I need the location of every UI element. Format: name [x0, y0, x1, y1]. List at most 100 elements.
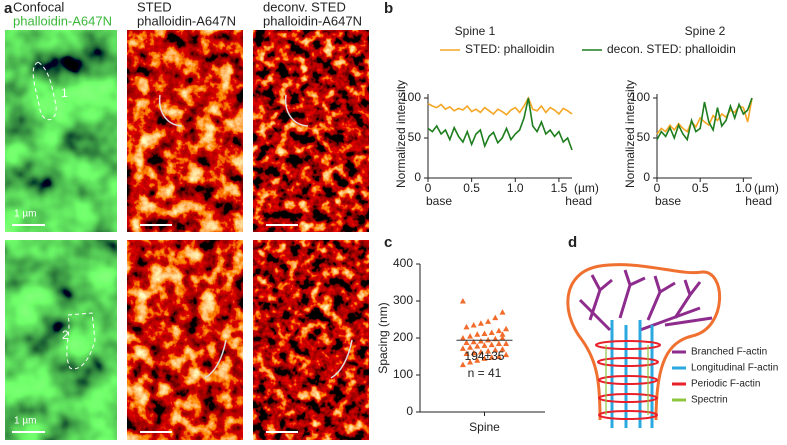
point — [492, 314, 499, 321]
image — [5, 30, 117, 232]
point — [459, 298, 466, 304]
point — [503, 340, 510, 347]
x-tick-label: 0.5 — [463, 181, 480, 195]
image — [127, 30, 243, 232]
image-subtitle: phalloidin-A647N — [137, 13, 236, 28]
point — [481, 330, 488, 337]
line-series — [427, 96, 573, 116]
x-end-label: head — [565, 194, 592, 208]
point — [477, 349, 484, 355]
point — [488, 354, 495, 360]
point — [467, 359, 474, 365]
point — [499, 346, 506, 352]
point — [463, 350, 470, 357]
scale-label: 1 µm — [14, 416, 36, 427]
point — [477, 320, 484, 326]
y-tick-label: 0 — [414, 170, 421, 184]
spine-diagram — [566, 263, 722, 428]
y-tick-label: 100 — [630, 90, 650, 104]
y-tick-label: 100 — [393, 367, 413, 381]
y-tick-label: 100 — [401, 90, 421, 104]
y-axis-label: Normalized intensity — [394, 80, 408, 188]
branched-actin — [578, 269, 713, 332]
point — [459, 361, 466, 368]
point — [495, 327, 502, 334]
image — [253, 30, 369, 232]
roi-label: 2 — [62, 328, 69, 342]
point — [474, 357, 481, 363]
y-axis-label: Normalized intensity — [623, 80, 637, 188]
point — [463, 339, 470, 345]
roi-outline — [32, 61, 57, 120]
point — [459, 345, 466, 351]
profile-line — [330, 339, 353, 379]
legend-label: decon. STED: phalloidin — [607, 42, 736, 56]
roi-label: 1 — [61, 86, 68, 100]
x-end-label: base — [655, 194, 681, 208]
point — [470, 349, 477, 356]
point — [503, 351, 510, 358]
x-end-label: base — [426, 194, 452, 208]
micrographs: 1 µm 1 µm 1 2 — [5, 30, 369, 440]
point — [488, 329, 495, 335]
axis — [419, 264, 545, 413]
point — [470, 322, 477, 328]
point — [488, 341, 495, 348]
panel-label: a — [4, 0, 13, 17]
point — [495, 340, 502, 347]
x-tick-label: 1.0 — [507, 181, 524, 195]
image — [253, 240, 369, 440]
image-title: deconv. STED — [263, 0, 346, 14]
point — [467, 333, 474, 339]
chart-title: Spine 2 — [685, 24, 726, 38]
y-tick-label: 50 — [637, 130, 651, 144]
point — [481, 355, 488, 361]
image-subtitle: phalloidin-A647N — [263, 13, 362, 28]
y-tick-label: 400 — [393, 256, 413, 270]
point — [492, 346, 499, 353]
legend-label: STED: phalloidin — [465, 42, 554, 56]
point — [499, 335, 506, 341]
x-tick-label: 0.5 — [692, 181, 709, 195]
profile-line — [284, 94, 309, 127]
line-series — [427, 97, 573, 151]
scale-label: 1 µm — [14, 209, 36, 220]
point — [474, 343, 481, 349]
legend-label: Spectrin — [691, 395, 728, 406]
panel-label: d — [568, 234, 577, 251]
x-tick-label: Spine — [469, 420, 500, 434]
x-unit: (µm) — [574, 181, 599, 195]
x-tick-label: 1.0 — [735, 181, 752, 195]
point — [503, 325, 510, 332]
x-end-label: head — [745, 194, 772, 208]
point — [485, 347, 492, 354]
panel-label: b — [384, 0, 393, 17]
spectrin — [605, 345, 649, 415]
x-unit: (µm) — [754, 181, 779, 195]
annotation: n = 41 — [468, 366, 502, 380]
point — [470, 338, 477, 345]
point — [499, 309, 506, 315]
y-tick-label: 0 — [643, 170, 650, 184]
y-axis-label: Spacing (nm) — [376, 302, 390, 373]
annotation: 194±35 — [465, 349, 505, 363]
legend-label: Periodic F-actin — [691, 379, 760, 390]
point — [495, 353, 502, 359]
roi-outline — [66, 312, 96, 370]
point — [474, 331, 481, 337]
image — [127, 240, 243, 440]
y-tick-label: 50 — [408, 130, 422, 144]
x-tick-label: 0 — [654, 181, 661, 195]
image-title: Confocal — [13, 0, 64, 14]
legend-label: Longitudinal F-actin — [691, 363, 778, 374]
line-series — [656, 97, 753, 135]
periodic-actin — [595, 340, 661, 420]
x-tick-label: 1.5 — [551, 181, 568, 195]
chart-title: Spine 1 — [455, 24, 496, 38]
point — [467, 344, 474, 350]
image-title: STED — [137, 0, 172, 14]
y-tick-label: 300 — [393, 293, 413, 307]
line-series — [656, 97, 753, 142]
profile-line — [158, 94, 183, 127]
